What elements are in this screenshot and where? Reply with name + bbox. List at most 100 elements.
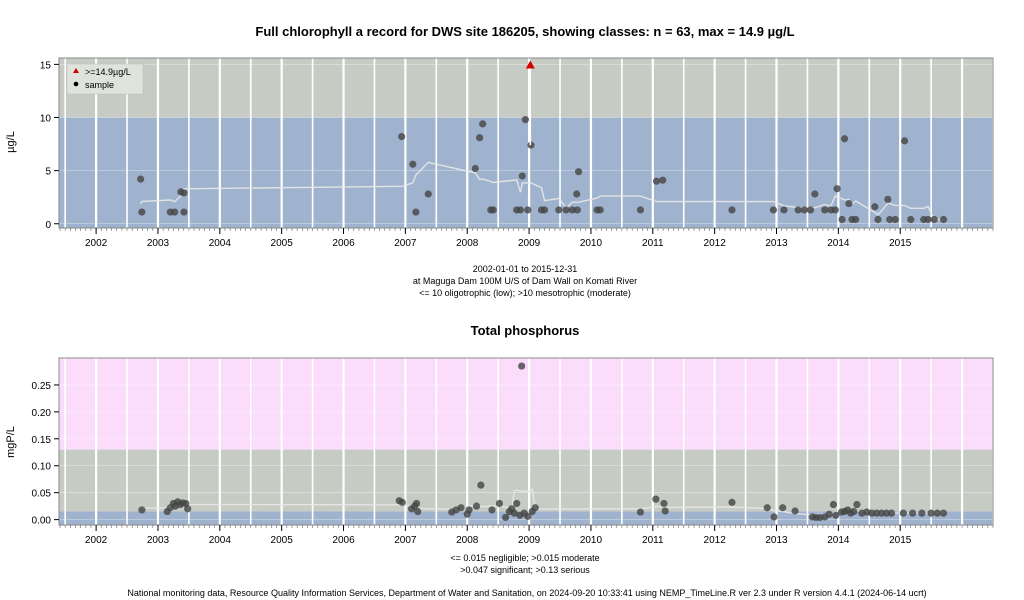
phosphorus-plot-frame: [58, 357, 994, 526]
y-tick-label: 5: [45, 167, 51, 178]
x-tick-label: 2006: [332, 238, 355, 249]
legend-triangle-icon: [73, 68, 79, 73]
sample-point: [531, 504, 539, 512]
sample-point: [568, 206, 576, 214]
sample-point: [833, 185, 841, 193]
chlorophyll-plot-frame: [58, 57, 994, 229]
phosphorus-x-axis: 2002 2003 2004 2005 2006 2007 2008 2009 2010 2011…: [59, 525, 994, 546]
sample-point: [652, 177, 661, 185]
sample-point: [887, 509, 896, 517]
sample-point: [465, 506, 473, 514]
sample-point: [489, 206, 497, 214]
sample-point: [883, 509, 891, 517]
phosphorus-note-classes-1: <= 0.015 negligible; >0.015 moderate: [450, 553, 599, 563]
sample-point: [180, 208, 188, 216]
sample-point: [180, 189, 188, 197]
chlorophyll-max-marker: [525, 60, 535, 146]
x-tick-label: 2005: [271, 238, 294, 249]
sample-point: [138, 506, 146, 514]
sample-point: [573, 206, 581, 214]
x-tick-label: 2009: [518, 535, 541, 546]
x-tick-label: 2002: [85, 238, 108, 249]
y-tick-label: 10: [40, 114, 52, 125]
phosphorus-bands: [59, 358, 993, 525]
sample-point: [871, 203, 879, 211]
sample-point: [918, 509, 926, 517]
sample-point: [728, 498, 736, 506]
sample-point: [907, 215, 915, 224]
sample-point: [659, 176, 667, 184]
sample-point: [501, 513, 510, 522]
sample-point: [412, 208, 420, 216]
x-tick-label: 2014: [827, 535, 850, 546]
sample-point: [521, 116, 529, 124]
sample-point: [763, 504, 771, 512]
chlorophyll-note-classes: <= 10 oligotrophic (low); >10 mesotrophi…: [419, 288, 631, 298]
sample-point: [728, 206, 736, 214]
sample-point: [472, 502, 481, 510]
sample-point: [636, 206, 645, 214]
y-tick-label: 15: [40, 60, 52, 71]
sample-point: [933, 509, 941, 517]
sample-point: [779, 504, 787, 512]
sample-point: [800, 206, 808, 214]
sample-point: [831, 206, 839, 214]
phosphorus-y-axis: 0.00 0.05 0.10 0.15 0.20 0.25: [32, 381, 59, 527]
sample-point: [769, 206, 778, 214]
sample-point: [518, 362, 526, 370]
sample-point: [652, 495, 660, 503]
x-tick-label: 2011: [642, 238, 664, 249]
sample-point: [477, 481, 485, 489]
sample-point: [138, 208, 146, 216]
chlorophyll-chart: Full chlorophyll a record for DWS site 1…: [5, 24, 994, 298]
phosphorus-points: [138, 362, 948, 522]
sample-point: [457, 504, 465, 512]
sample-point: [171, 208, 179, 216]
x-tick-label: 2015: [889, 238, 912, 249]
x-tick-label: 2006: [332, 535, 355, 546]
chlorophyll-note-period: 2002-01-01 to 2015-12-31: [473, 264, 578, 274]
sample-point: [930, 215, 938, 224]
x-tick-label: 2012: [704, 535, 727, 546]
sample-point: [596, 206, 604, 214]
chlorophyll-legend: >=14.9µg/L sample: [66, 63, 144, 95]
x-tick-label: 2014: [827, 238, 850, 249]
y-tick-label: 0.25: [32, 381, 52, 392]
chlorophyll-trend: [139, 161, 944, 221]
sample-point: [868, 509, 876, 517]
x-tick-label: 2002: [85, 535, 108, 546]
x-tick-label: 2007: [394, 535, 417, 546]
sample-point: [518, 172, 526, 180]
sample-point: [939, 509, 948, 517]
legend-max-label: >=14.9µg/L: [85, 67, 131, 77]
x-tick-label: 2010: [580, 238, 603, 249]
sample-point: [900, 137, 909, 145]
sample-point: [853, 500, 861, 509]
x-tick-label: 2008: [456, 535, 479, 546]
sample-point: [524, 206, 532, 214]
band-2: [59, 358, 993, 450]
x-tick-label: 2009: [518, 238, 541, 249]
band-1: [59, 58, 993, 118]
sample-point: [806, 206, 815, 214]
x-tick-label: 2011: [642, 535, 664, 546]
x-tick-label: 2013: [765, 535, 788, 546]
chlorophyll-note-site: at Maguga Dam 100M U/S of Dam Wall on Ko…: [413, 276, 637, 286]
sample-point: [137, 175, 145, 183]
sample-point: [832, 511, 840, 519]
y-tick-label: 0.05: [32, 489, 52, 500]
trend-line: [139, 161, 944, 221]
sample-point: [770, 513, 778, 521]
sample-point: [398, 133, 406, 141]
sample-point: [838, 215, 846, 224]
sample-point: [845, 199, 853, 208]
x-tick-label: 2013: [765, 238, 788, 249]
sample-point: [479, 120, 487, 128]
x-tick-label: 2007: [394, 238, 417, 249]
sample-point: [661, 507, 669, 515]
sample-point: [908, 509, 917, 517]
sample-point: [927, 509, 935, 517]
sample-point: [510, 509, 518, 517]
sample-point: [573, 190, 581, 198]
sample-point: [873, 509, 881, 517]
